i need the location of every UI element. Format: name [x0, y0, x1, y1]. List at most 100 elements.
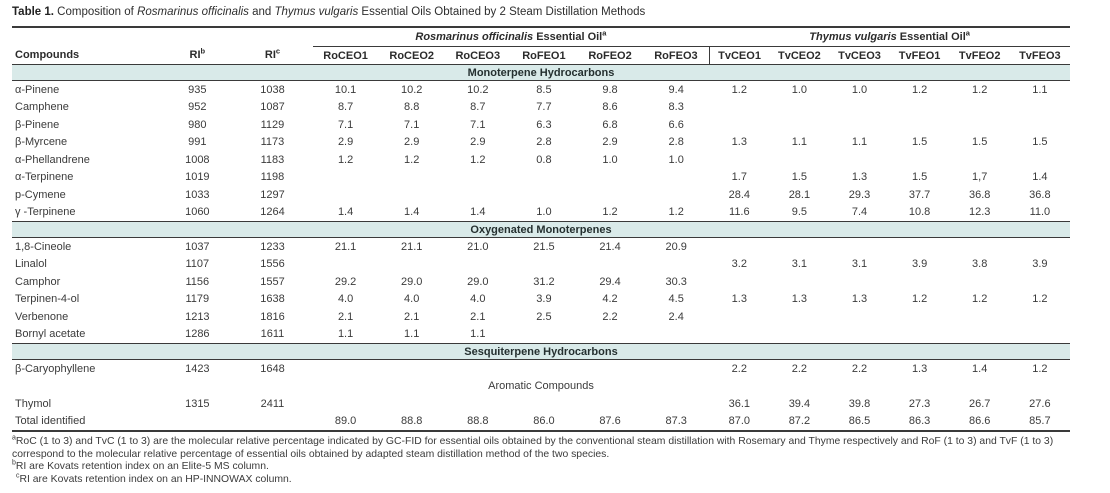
value-cell: 7.1	[470, 118, 486, 131]
species-italic: Thymus vulgaris	[809, 31, 897, 43]
title-text: Composition of	[53, 6, 138, 18]
value-cell	[769, 238, 829, 256]
value-cell: 1183	[260, 153, 285, 166]
value-cell: 2.2	[851, 362, 868, 375]
value-cell: 1.2	[972, 293, 988, 306]
value-cell: 1179	[185, 293, 210, 306]
compound-name: γ -Terpinene	[15, 206, 76, 219]
value-cell: 1037	[185, 240, 210, 253]
value-cell	[709, 238, 769, 256]
value-cell	[1010, 151, 1070, 169]
species-name-thymus: Thymus vulgaris	[274, 6, 359, 18]
title-text: and	[248, 6, 275, 18]
value-cell: 4.0	[470, 293, 486, 306]
value-cell: 8.5	[536, 83, 552, 96]
value-cell	[445, 169, 511, 187]
value-cell: 3.1	[791, 258, 808, 271]
value-cell: 1129	[260, 118, 285, 131]
value-cell: 2.5	[536, 310, 552, 323]
value-cell: 1423	[185, 362, 210, 375]
footnote-c-marker: c	[16, 472, 20, 480]
value-cell: 1.3	[731, 293, 747, 306]
value-cell	[950, 273, 1010, 291]
value-cell	[379, 395, 445, 413]
value-cell: 1297	[260, 188, 285, 201]
value-cell	[511, 169, 577, 187]
compound-name: β-Myrcene	[15, 136, 68, 149]
col-header-tvfeo3: TvFEO3	[1009, 46, 1070, 65]
compound-name: β-Caryophyllene	[15, 362, 96, 375]
total-identified-row: Total identified 89.0 88.8 88.8 86.0 87.6 87.3…	[12, 413, 1070, 432]
value-cell: 10.2	[467, 83, 489, 96]
value-cell: 2.9	[337, 136, 354, 149]
value-cell: 3.8	[972, 258, 988, 271]
value-cell: 9.5	[791, 206, 808, 219]
value-cell: 1173	[260, 136, 285, 149]
species-name-rosmarinus: Rosmarinus officinalis	[137, 6, 249, 18]
value-cell: 0.8	[536, 153, 552, 166]
compound-row: Camphene 952 1087 8.7 8.8 8.7 7.7 8.6 8.3	[12, 99, 1070, 117]
compound-row: α-Terpinene 1019 1198 1.7 1.5 1.3 1.5 1,7 1.4	[12, 169, 1070, 187]
value-cell: 21.5	[533, 240, 555, 253]
section-header-label: Monoterpene Hydrocarbons	[12, 64, 1070, 81]
value-cell: 29.2	[334, 275, 357, 288]
value-cell	[709, 151, 769, 169]
value-cell: 7.4	[851, 206, 868, 219]
value-cell: 1.2	[911, 83, 928, 96]
value-cell: 7.1	[404, 118, 420, 131]
value-cell: 86.5	[848, 415, 871, 428]
col-header-compounds: Compounds	[12, 46, 163, 65]
value-cell: 3.1	[851, 258, 868, 271]
value-cell: 8.8	[404, 101, 420, 114]
value-cell	[829, 273, 889, 291]
value-cell: 1.3	[851, 293, 868, 306]
value-cell	[162, 413, 232, 432]
value-cell	[950, 326, 1010, 344]
value-cell	[829, 116, 889, 134]
footnote-c: cRI are Kovats retention index on an HP-…	[12, 472, 1098, 487]
compound-row: α-Phellandrene 1008 1183 1.2 1.2 1.2 0.8 1.0 1.0	[12, 151, 1070, 169]
value-cell	[379, 186, 445, 204]
value-cell	[890, 326, 950, 344]
footnote-b-marker: b	[12, 459, 16, 467]
value-cell: 89.0	[334, 415, 357, 428]
value-cell	[313, 169, 379, 187]
value-cell	[232, 413, 312, 432]
value-cell: 6.3	[536, 118, 552, 131]
value-cell	[709, 116, 769, 134]
value-cell: 2.8	[668, 136, 684, 149]
value-cell: 1107	[185, 258, 210, 271]
value-cell	[511, 360, 577, 378]
value-cell: 39.8	[848, 397, 871, 410]
value-cell: 2.9	[404, 136, 420, 149]
value-cell: 1.0	[602, 153, 618, 166]
value-cell	[950, 151, 1010, 169]
value-cell: 1.2	[1032, 293, 1048, 306]
value-cell	[1010, 238, 1070, 256]
value-cell: 1.2	[972, 83, 988, 96]
compound-row: β-Pinene 980 1129 7.1 7.1 7.1 6.3 6.8 6.6	[12, 116, 1070, 134]
compound-name: Camphor	[15, 275, 61, 288]
value-cell	[511, 395, 577, 413]
value-cell: 1556	[260, 258, 285, 271]
value-cell: 88.8	[400, 415, 423, 428]
value-cell: 1.0	[851, 83, 868, 96]
value-cell	[950, 308, 1010, 326]
section-header-row: Monoterpene Hydrocarbons	[12, 64, 1070, 81]
value-cell	[313, 395, 379, 413]
col-header-tvfeo2: TvFEO2	[949, 46, 1010, 65]
value-cell	[769, 99, 829, 117]
group-header-thymus: Thymus vulgaris Essential Oila	[709, 27, 1070, 47]
value-cell: 3.2	[731, 258, 747, 271]
value-cell: 29.4	[599, 275, 621, 288]
value-cell: 1060	[185, 206, 210, 219]
table-body: Monoterpene Hydrocarbons α-Pinene 935 1038 1…	[12, 64, 1070, 432]
footnote-b: bRI are Kovats retention index on an Eli…	[12, 459, 1098, 474]
value-cell	[643, 256, 709, 274]
title-text: Essential Oils Obtained by 2 Steam Disti…	[358, 6, 646, 18]
value-cell: 2411	[260, 397, 285, 410]
value-cell: 1.3	[791, 293, 808, 306]
value-cell: 36.1	[728, 397, 751, 410]
section-header-row: Aromatic Compounds	[12, 378, 1070, 396]
value-cell	[769, 308, 829, 326]
